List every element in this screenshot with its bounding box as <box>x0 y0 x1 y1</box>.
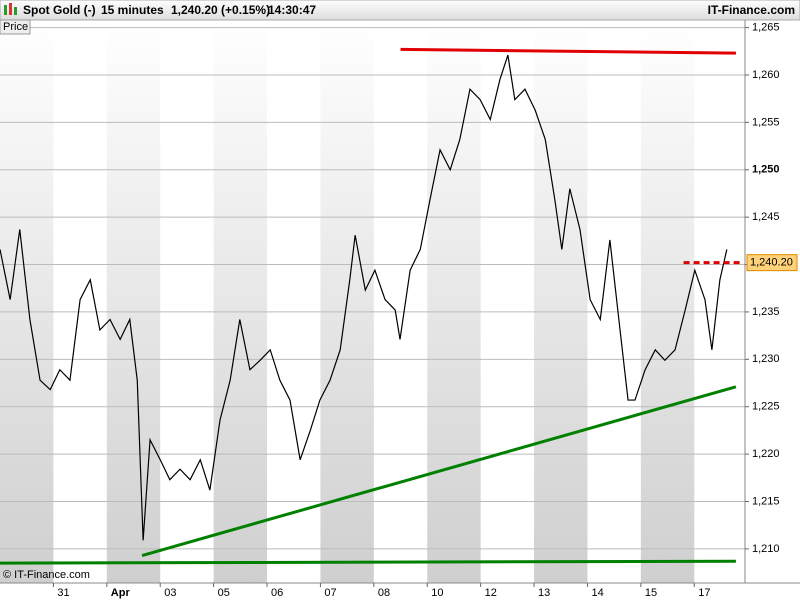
x-tick-label: 13 <box>538 587 550 599</box>
y-tick-label: 1,230 <box>752 353 780 365</box>
trend-line <box>141 385 737 557</box>
x-tick-label: Apr <box>111 587 131 599</box>
last-price-label: 1,240.20 <box>750 257 793 269</box>
day-band <box>534 20 588 583</box>
x-tick-label: 14 <box>591 587 603 599</box>
y-tick-label: 1,245 <box>752 211 780 223</box>
last-price-badge <box>746 254 798 272</box>
y-tick-label: 1,220 <box>752 448 780 460</box>
header-icon <box>4 3 17 15</box>
y-tick-label: 1,235 <box>752 306 780 318</box>
y-tick-label: 1,255 <box>752 116 780 128</box>
trend-line <box>0 559 736 565</box>
day-band <box>640 20 695 583</box>
y-tick-label: 1,215 <box>752 495 780 507</box>
instrument: Spot Gold (-) <box>23 3 96 17</box>
trend-line <box>400 47 736 55</box>
x-tick-label: 06 <box>271 587 283 599</box>
x-tick-label: 10 <box>431 587 443 599</box>
x-tick-label: 17 <box>698 587 710 599</box>
x-tick-label: 31 <box>57 587 69 599</box>
price-tab <box>0 19 31 35</box>
y-tick-label: 1,250 <box>752 164 780 176</box>
y-tick-label: 1,265 <box>752 21 780 33</box>
axis-label: Price <box>3 21 28 33</box>
y-tick-label: 1,260 <box>752 69 780 81</box>
y-tick-label: 1,225 <box>752 401 780 413</box>
interval: 15 minutes <box>101 3 164 17</box>
header-bar <box>0 0 800 21</box>
x-tick-label: 07 <box>324 587 336 599</box>
x-tick-label: 08 <box>378 587 390 599</box>
y-tick-label: 1,210 <box>752 543 780 555</box>
price-line <box>0 54 728 541</box>
day-band <box>0 20 54 583</box>
brand: IT-Finance.com <box>708 3 795 17</box>
x-tick-label: 12 <box>485 587 497 599</box>
day-band <box>213 20 268 583</box>
day-band <box>106 20 161 583</box>
x-tick-label: 03 <box>164 587 176 599</box>
quote: 1,240.20 (+0.15%) <box>171 3 270 17</box>
x-tick-label: 05 <box>218 587 230 599</box>
time: 14:30:47 <box>268 3 316 17</box>
day-band <box>427 20 481 583</box>
x-tick-label: 15 <box>645 587 657 599</box>
copyright: © IT-Finance.com <box>3 569 90 581</box>
